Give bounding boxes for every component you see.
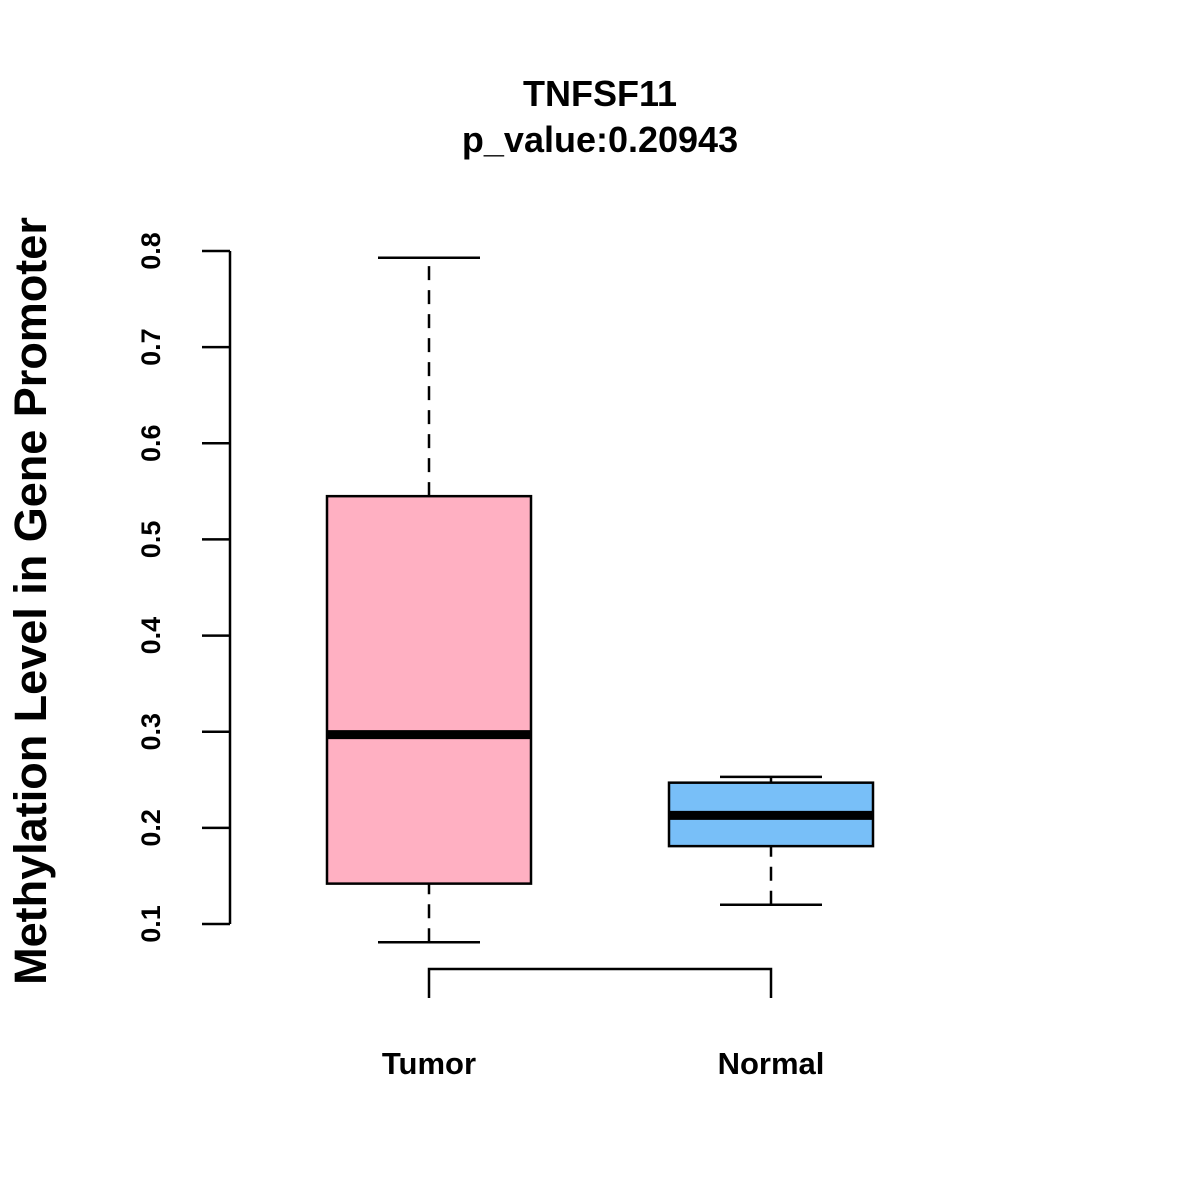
category-label-tumor: Tumor bbox=[382, 1046, 476, 1081]
y-tick-label-3: 0.4 bbox=[136, 617, 166, 655]
boxes-layer bbox=[325, 256, 875, 944]
chart-subtitle: p_value:0.20943 bbox=[462, 119, 738, 160]
x-axis-labels: Tumor Normal bbox=[382, 1046, 824, 1081]
category-label-normal: Normal bbox=[718, 1046, 825, 1081]
y-tick-label-7: 0.8 bbox=[136, 232, 166, 270]
y-axis-label: Methylation Level in Gene Promoter bbox=[5, 217, 56, 985]
y-axis: 0.1 0.2 0.3 0.4 0.5 0.6 0.7 0.8 bbox=[136, 232, 232, 943]
chart-title: TNFSF11 bbox=[523, 73, 677, 114]
y-tick-label-0: 0.1 bbox=[136, 905, 166, 943]
y-tick-label-6: 0.7 bbox=[136, 328, 166, 366]
y-tick-label-5: 0.6 bbox=[136, 425, 166, 463]
y-tick-label-2: 0.3 bbox=[136, 713, 166, 751]
tumor-iqr-box bbox=[325, 494, 533, 885]
box-normal bbox=[667, 775, 875, 907]
box-tumor bbox=[325, 256, 533, 944]
bracket-line bbox=[427, 967, 773, 998]
comparison-bracket bbox=[427, 967, 773, 998]
y-tick-label-1: 0.2 bbox=[136, 809, 166, 847]
y-tick-label-4: 0.5 bbox=[136, 521, 166, 559]
